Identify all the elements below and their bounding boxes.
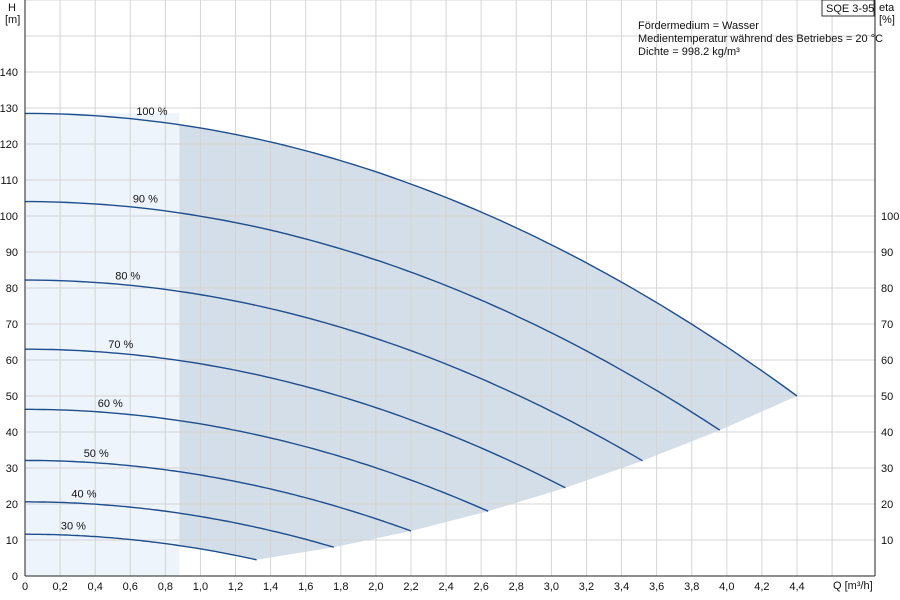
curve-60-percent [25,408,489,512]
curve-70-percent [25,348,566,489]
x-tick-label: 3,0 [544,581,559,593]
y-left-tick-label: 50 [6,391,18,403]
y-left-tick-label: 70 [6,319,18,331]
x-tick-label: 2,2 [403,581,418,593]
y-left-tick-label: 80 [6,283,18,295]
x-tick-label: 1,2 [228,581,243,593]
x-tick-label: 0,4 [88,581,103,593]
low-flow-region [25,113,180,577]
curve-label: 40 % [71,489,96,501]
y-axis-right-title-line1: eta [879,2,895,14]
curve-40-percent [25,501,334,548]
curve-label: 60 % [98,398,123,410]
y-axis-left-ticks: 0 10 20 30 40 50 60 70 80 90 100 110 120 130 140 [0,67,18,583]
x-tick-label: 0 [22,581,28,593]
x-tick-label: 2,6 [474,581,489,593]
axes [24,0,876,577]
x-tick-label: 2,8 [509,581,524,593]
x-tick-label: 1,6 [298,581,313,593]
y-right-tick-label: 80 [881,283,893,295]
curve-label: 70 % [108,339,133,351]
curve-90-percent [25,200,721,431]
y-right-tick-label: 90 [881,247,893,259]
x-tick-label: 4,0 [719,581,734,593]
y-right-tick-label: 10 [881,535,893,547]
curve-label: 50 % [84,448,109,460]
model-label: SQE 3-95 [826,3,874,15]
curve-100-percent [25,112,798,397]
y-axis-left-title-line1: H [8,2,16,14]
x-tick-label: 3,2 [579,581,594,593]
x-tick-label: 1,0 [193,581,208,593]
info-line-medium: Fördermedium = Wasser [638,20,759,32]
y-right-tick-label: 50 [881,391,893,403]
x-tick-label: 0,2 [52,581,67,593]
y-left-tick-label: 140 [0,67,18,79]
curve-80-percent [25,279,643,462]
curve-50-percent [24,459,412,532]
y-left-tick-label: 20 [6,499,18,511]
y-right-tick-label: 30 [881,463,893,475]
x-tick-label: 1,4 [263,581,278,593]
x-tick-label: 4,2 [754,581,769,593]
curves [24,112,798,561]
x-axis-title: Q [m³/h] [833,580,873,592]
y-right-tick-label: 20 [881,499,893,511]
x-axis-ticks: 0 0,2 0,4 0,6 0,8 1,0 1,2 1,4 1,6 1,8 2,0 2,2 2,4 2,6… [22,581,805,593]
x-tick-label: 4,4 [789,581,804,593]
x-tick-label: 0,8 [158,581,173,593]
curve-30-percent [25,533,257,561]
y-axis-left-title-line2: [m] [5,14,20,26]
operating-region [179,124,797,560]
curve-labels: 100 % 90 % 80 % 70 % 60 % 50 % 40 % 30 % [61,106,168,533]
info-line-temperature: Medientemperatur während des Betriebes =… [638,33,883,45]
y-left-tick-label: 90 [6,247,18,259]
y-right-tick-label: 100 [881,211,899,223]
y-left-tick-label: 120 [0,139,18,151]
y-left-tick-label: 10 [6,535,18,547]
x-tick-label: 2,0 [368,581,383,593]
y-left-tick-label: 130 [0,103,18,115]
y-left-tick-label: 0 [12,571,18,583]
y-right-tick-label: 60 [881,355,893,367]
x-tick-label: 3,6 [649,581,664,593]
y-right-tick-label: 40 [881,427,893,439]
curve-label: 80 % [115,270,140,282]
curve-label: 30 % [61,520,86,532]
curve-label: 100 % [136,106,167,118]
y-left-tick-label: 30 [6,463,18,475]
model-label-box [821,0,875,17]
y-right-tick-label: 70 [881,319,893,331]
x-tick-label: 3,8 [684,581,699,593]
info-line-density: Dichte = 998.2 kg/m³ [638,46,740,58]
y-left-tick-label: 100 [0,211,18,223]
curve-label: 90 % [133,194,158,206]
y-left-tick-label: 40 [6,427,18,439]
y-axis-right-title-line2: [%] [879,14,895,26]
y-left-tick-label: 110 [0,175,18,187]
y-axis-right-ticks: 10 20 30 40 50 60 70 80 90 100 [881,211,899,547]
x-tick-label: 1,8 [333,581,348,593]
x-tick-label: 3,4 [614,581,629,593]
y-left-tick-label: 60 [6,355,18,367]
x-tick-label: 0,6 [123,581,138,593]
x-tick-label: 2,4 [438,581,453,593]
